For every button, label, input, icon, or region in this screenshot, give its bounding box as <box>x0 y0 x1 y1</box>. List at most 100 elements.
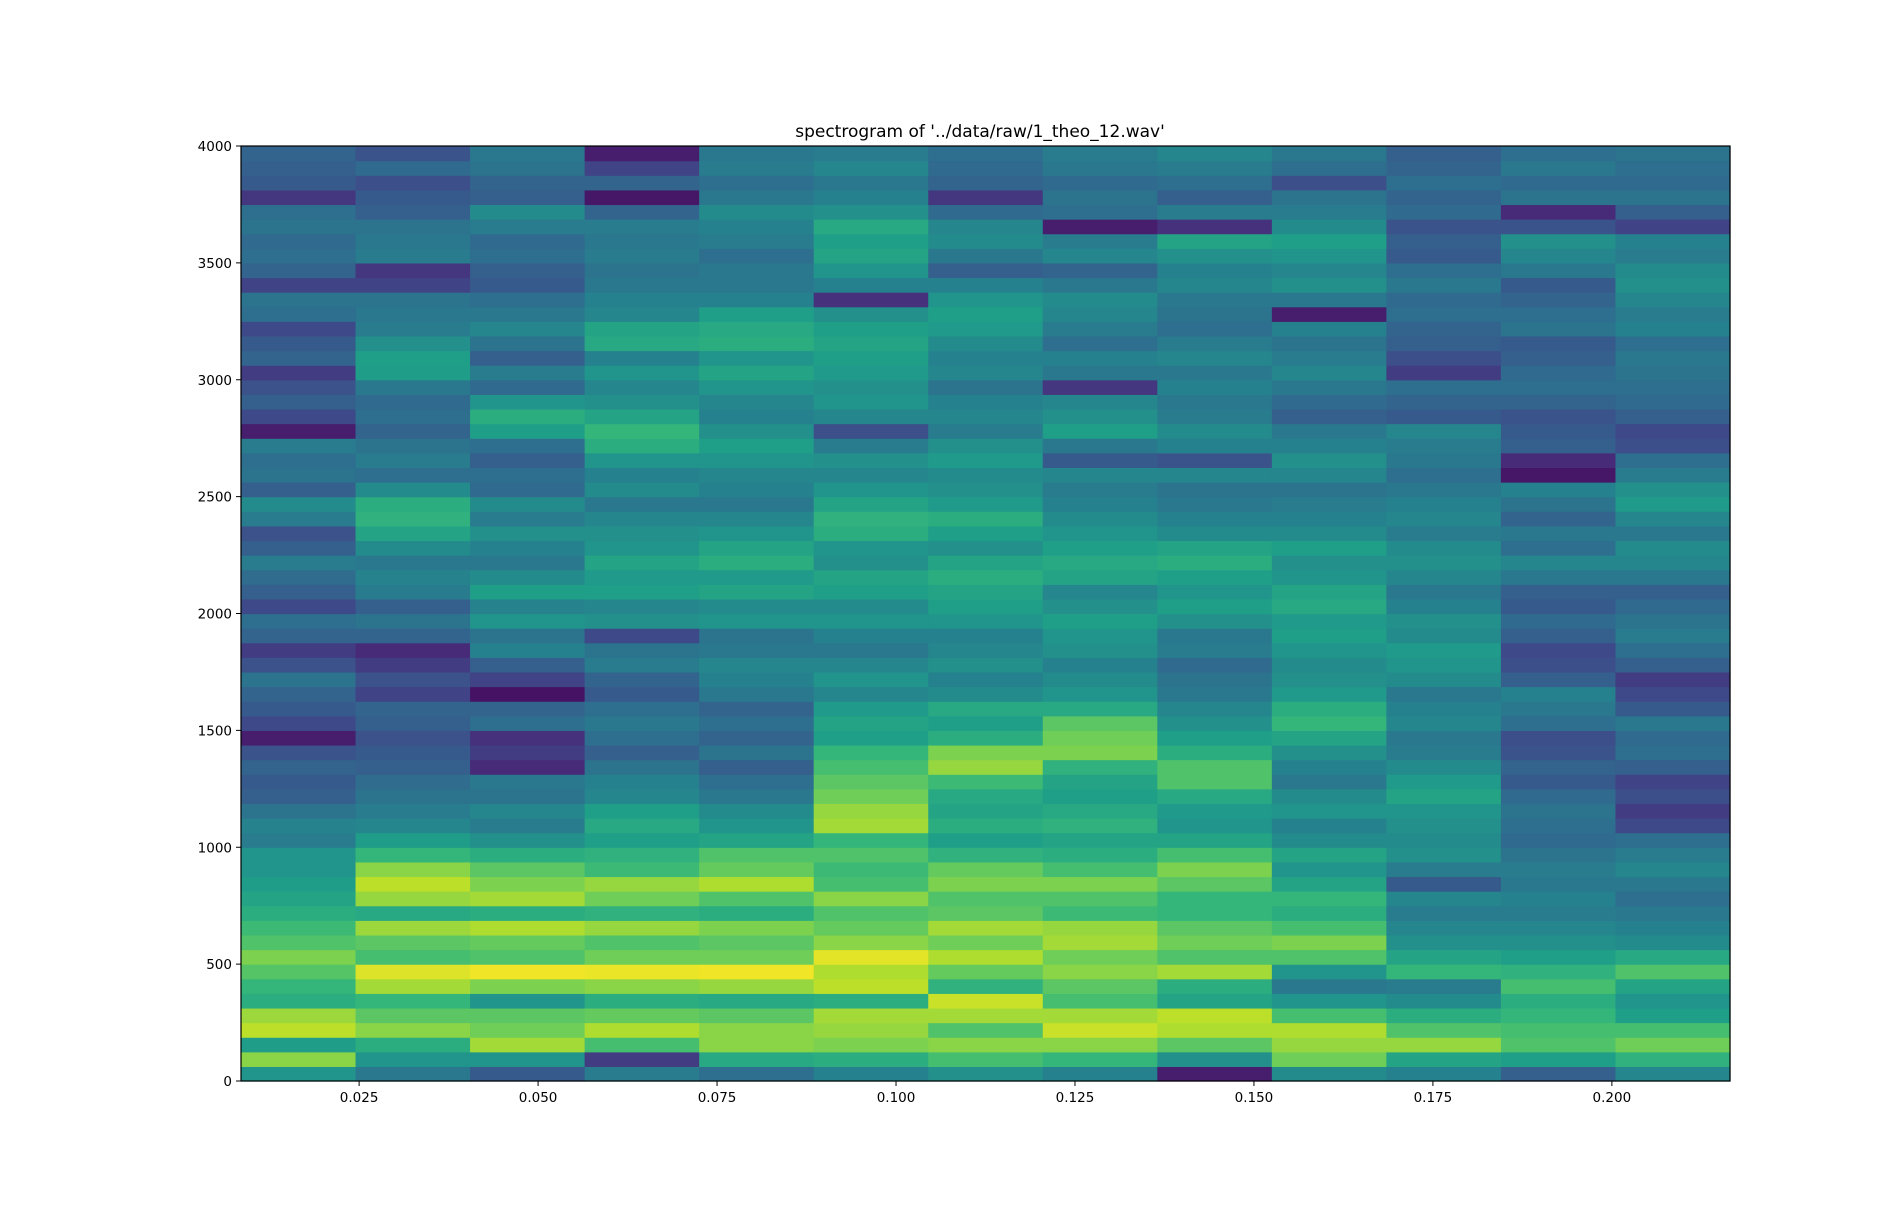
spectrogram-cell <box>1157 1037 1273 1053</box>
spectrogram-cell <box>1157 861 1273 878</box>
spectrogram-cell <box>699 160 815 176</box>
spectrogram-cell <box>1157 408 1273 425</box>
spectrogram-cell <box>1615 248 1731 264</box>
spectrogram-cell <box>928 1037 1044 1053</box>
spectrogram-cell <box>1615 525 1731 542</box>
spectrogram-cell <box>1500 613 1617 629</box>
spectrogram-cell <box>813 744 929 761</box>
spectrogram-cell <box>584 350 700 366</box>
spectrogram-cell <box>355 350 471 366</box>
spectrogram-cell <box>813 160 929 176</box>
spectrogram-cell <box>1500 482 1617 498</box>
spectrogram-cell <box>1500 628 1617 644</box>
spectrogram-cell <box>1615 408 1731 425</box>
spectrogram-cell <box>1386 569 1502 585</box>
spectrogram-cell <box>355 555 471 571</box>
spectrogram-cell <box>470 803 586 819</box>
spectrogram-cell <box>584 277 700 293</box>
spectrogram-cell <box>584 540 700 556</box>
spectrogram-cell <box>584 613 700 629</box>
spectrogram-cell <box>1271 891 1387 907</box>
spectrogram-cell <box>813 365 929 381</box>
spectrogram-cell <box>1157 452 1273 469</box>
spectrogram-cell <box>928 233 1044 249</box>
spectrogram-cell <box>1500 321 1617 337</box>
spectrogram-cell <box>1271 219 1387 235</box>
spectrogram-cell <box>1042 175 1158 191</box>
spectrogram-cell <box>1500 511 1617 527</box>
spectrogram-cell <box>470 525 586 542</box>
spectrogram-cell <box>699 292 815 308</box>
spectrogram-cell <box>1615 1051 1731 1067</box>
spectrogram-cell <box>584 204 700 220</box>
spectrogram-cell <box>1271 233 1387 249</box>
spectrogram-cell <box>1386 540 1502 556</box>
spectrogram-cell <box>470 335 586 352</box>
spectrogram-cell <box>241 540 357 556</box>
spectrogram-cell <box>928 555 1044 571</box>
spectrogram-cell <box>1615 1066 1731 1082</box>
spectrogram-cell <box>584 744 700 761</box>
spectrogram-cell <box>1157 949 1273 965</box>
spectrogram-cell <box>1157 657 1273 673</box>
spectrogram-cell <box>699 993 815 1009</box>
spectrogram-cell <box>355 1007 471 1024</box>
spectrogram-cell <box>1271 934 1387 951</box>
spectrogram-cell <box>470 686 586 702</box>
spectrogram-cell <box>1042 730 1158 746</box>
spectrogram-cell <box>470 540 586 556</box>
spectrogram-cell <box>699 262 815 279</box>
spectrogram-cell <box>241 949 357 965</box>
spectrogram-cell <box>584 701 700 717</box>
spectrogram-cell <box>470 964 586 980</box>
spectrogram-cell <box>813 628 929 644</box>
x-tick-label: 0.125 <box>1056 1090 1095 1106</box>
spectrogram-cell <box>241 861 357 878</box>
spectrogram-cell <box>355 803 471 819</box>
spectrogram-cell <box>928 1022 1044 1038</box>
spectrogram-cell <box>584 482 700 498</box>
spectrogram-cell <box>699 1051 815 1067</box>
spectrogram-cell <box>813 233 929 249</box>
spectrogram-cell <box>584 262 700 279</box>
spectrogram-cell <box>1500 832 1617 848</box>
spectrogram-cell <box>241 277 357 293</box>
spectrogram-cell <box>1271 920 1387 936</box>
y-tick-label: 2000 <box>198 607 232 623</box>
spectrogram-cell <box>1271 613 1387 629</box>
spectrogram-cell <box>699 1066 815 1082</box>
spectrogram-cell <box>1271 204 1387 220</box>
spectrogram-cell <box>1615 818 1731 834</box>
spectrogram-cell <box>584 1037 700 1053</box>
spectrogram-cell <box>1271 408 1387 425</box>
spectrogram-cell <box>1042 759 1158 775</box>
spectrogram-cell <box>699 335 815 352</box>
spectrogram-cell <box>813 175 929 191</box>
spectrogram-cell <box>1042 832 1158 848</box>
spectrogram-cell <box>699 467 815 483</box>
spectrogram-cell <box>241 438 357 454</box>
spectrogram-cell <box>584 993 700 1009</box>
spectrogram-cell <box>928 949 1044 965</box>
spectrogram-cell <box>1386 233 1502 249</box>
spectrogram-cell <box>1500 540 1617 556</box>
spectrogram-cell <box>1042 335 1158 352</box>
spectrogram-cell <box>928 262 1044 279</box>
spectrogram-cell <box>241 1022 357 1038</box>
spectrogram-cell <box>813 861 929 878</box>
spectrogram-cell <box>1500 219 1617 235</box>
spectrogram-cell <box>470 160 586 176</box>
spectrogram-cell <box>355 233 471 249</box>
spectrogram-cell <box>355 482 471 498</box>
spectrogram-cell <box>1615 219 1731 235</box>
spectrogram-cell <box>813 1037 929 1053</box>
spectrogram-cell <box>813 671 929 688</box>
spectrogram-cell <box>928 818 1044 834</box>
spectrogram-cell <box>1500 744 1617 761</box>
spectrogram-cell <box>1500 905 1617 921</box>
spectrogram-cell <box>1271 774 1387 790</box>
spectrogram-cell <box>1500 292 1617 308</box>
spectrogram-cell <box>699 204 815 220</box>
spectrogram-cell <box>928 993 1044 1009</box>
spectrogram-cell <box>813 701 929 717</box>
